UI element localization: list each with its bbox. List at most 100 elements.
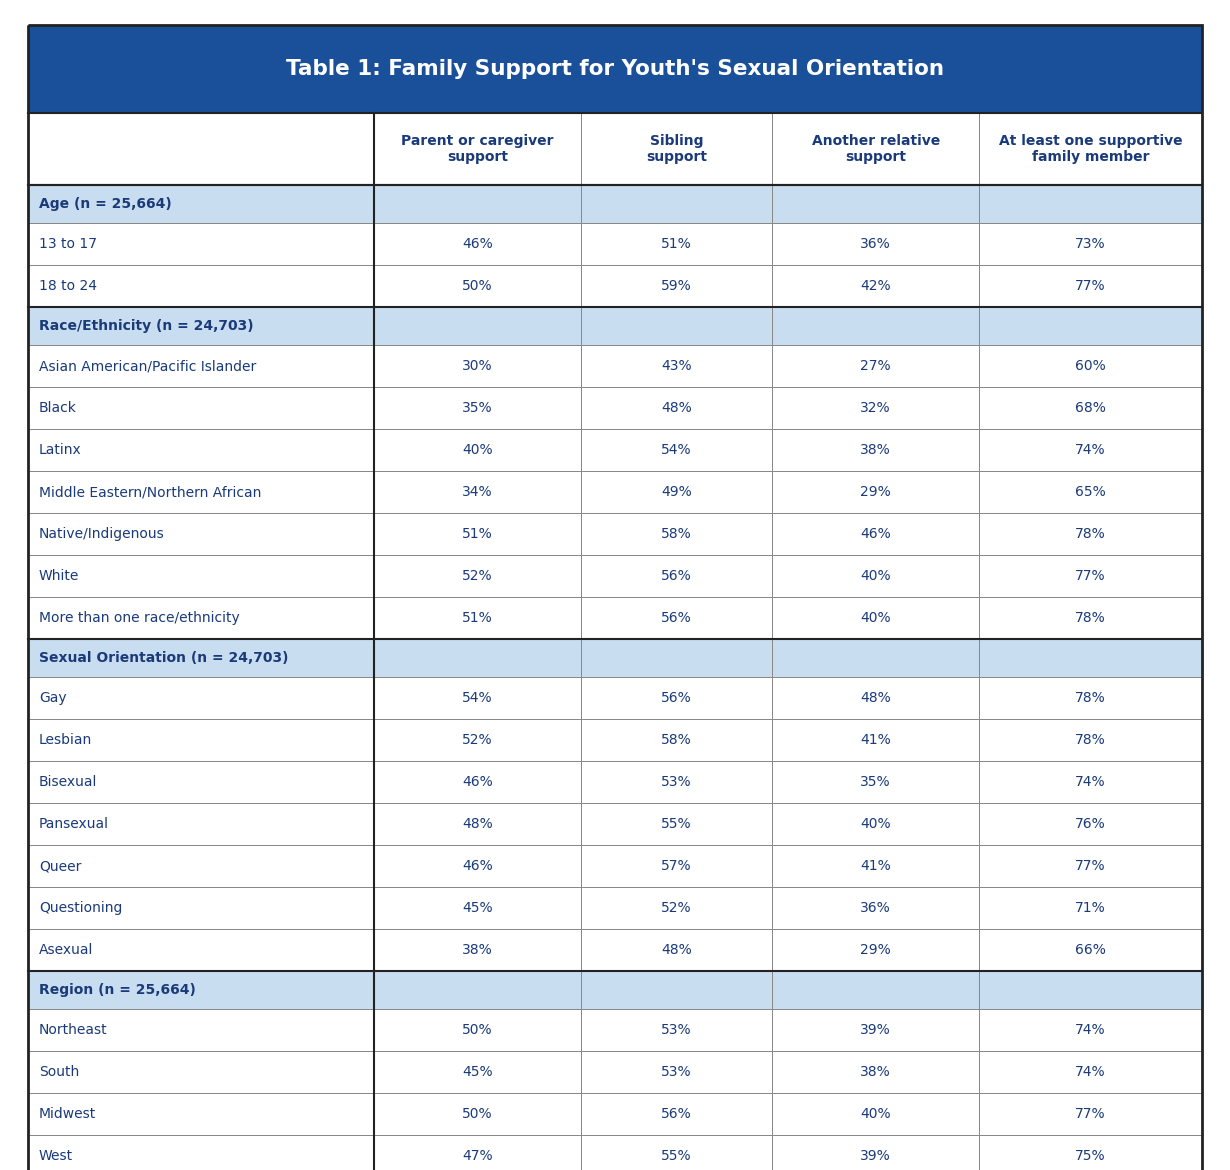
Text: 48%: 48% — [462, 817, 493, 831]
Text: 18 to 24: 18 to 24 — [39, 278, 97, 292]
Bar — [581, 345, 772, 387]
Text: 71%: 71% — [1075, 901, 1106, 915]
Bar — [374, 429, 581, 472]
Text: 39%: 39% — [860, 1149, 891, 1163]
Text: Parent or caregiver
support: Parent or caregiver support — [401, 133, 554, 164]
Text: Gay: Gay — [39, 691, 66, 706]
Text: West: West — [39, 1149, 73, 1163]
Bar — [374, 720, 581, 760]
Bar — [772, 185, 979, 223]
Text: 57%: 57% — [662, 859, 692, 873]
Text: 77%: 77% — [1075, 1107, 1106, 1121]
Text: 29%: 29% — [860, 486, 891, 498]
Text: 48%: 48% — [860, 691, 891, 706]
Bar — [979, 1009, 1202, 1051]
Text: 40%: 40% — [860, 569, 891, 583]
Text: 34%: 34% — [462, 486, 493, 498]
Bar — [772, 223, 979, 264]
Text: Age (n = 25,664): Age (n = 25,664) — [39, 197, 172, 211]
Bar — [581, 472, 772, 512]
Text: 38%: 38% — [462, 943, 493, 957]
Bar — [28, 345, 374, 387]
Text: 77%: 77% — [1075, 278, 1106, 292]
Text: 68%: 68% — [1075, 401, 1106, 415]
Bar — [979, 223, 1202, 264]
Bar — [979, 639, 1202, 677]
Bar — [772, 1093, 979, 1135]
Text: 77%: 77% — [1075, 569, 1106, 583]
Text: 32%: 32% — [860, 401, 891, 415]
Bar — [979, 971, 1202, 1009]
Text: 51%: 51% — [462, 526, 493, 541]
Text: Native/Indigenous: Native/Indigenous — [39, 526, 165, 541]
Text: 53%: 53% — [662, 1023, 692, 1037]
Text: 65%: 65% — [1075, 486, 1106, 498]
Text: 56%: 56% — [662, 611, 692, 625]
Text: 36%: 36% — [860, 238, 891, 252]
Bar — [772, 639, 979, 677]
Bar — [772, 429, 979, 472]
Text: 53%: 53% — [662, 1065, 692, 1079]
Text: 46%: 46% — [462, 775, 493, 789]
Text: 30%: 30% — [462, 359, 493, 373]
Text: Black: Black — [39, 401, 76, 415]
Bar — [772, 677, 979, 720]
Bar — [28, 113, 374, 185]
Bar — [979, 677, 1202, 720]
Bar — [581, 185, 772, 223]
Bar — [772, 387, 979, 429]
Text: More than one race/ethnicity: More than one race/ethnicity — [39, 611, 240, 625]
Text: 40%: 40% — [860, 611, 891, 625]
Text: 46%: 46% — [462, 859, 493, 873]
Text: 42%: 42% — [860, 278, 891, 292]
Text: 52%: 52% — [462, 732, 493, 746]
Bar — [374, 345, 581, 387]
Text: 52%: 52% — [662, 901, 692, 915]
Text: 75%: 75% — [1075, 1149, 1106, 1163]
Bar — [581, 387, 772, 429]
Text: 74%: 74% — [1075, 775, 1106, 789]
Text: 51%: 51% — [462, 611, 493, 625]
Text: 54%: 54% — [662, 443, 692, 457]
Text: 66%: 66% — [1075, 943, 1106, 957]
Bar — [581, 1009, 772, 1051]
Bar — [581, 845, 772, 887]
Bar — [772, 720, 979, 760]
Bar — [772, 113, 979, 185]
Bar — [979, 760, 1202, 803]
Bar — [374, 760, 581, 803]
Bar — [772, 597, 979, 639]
Text: 29%: 29% — [860, 943, 891, 957]
Text: 48%: 48% — [662, 401, 692, 415]
Bar — [374, 1009, 581, 1051]
Bar — [28, 185, 374, 223]
Bar — [374, 264, 581, 307]
Bar — [979, 345, 1202, 387]
Text: 59%: 59% — [662, 278, 692, 292]
Bar — [28, 472, 374, 512]
Bar — [979, 472, 1202, 512]
Text: 36%: 36% — [860, 901, 891, 915]
Text: Race/Ethnicity (n = 24,703): Race/Ethnicity (n = 24,703) — [39, 319, 253, 333]
Bar — [28, 555, 374, 597]
Bar — [28, 677, 374, 720]
Text: 51%: 51% — [662, 238, 692, 252]
Bar — [374, 639, 581, 677]
Bar — [28, 1135, 374, 1170]
Text: Pansexual: Pansexual — [39, 817, 109, 831]
Text: 78%: 78% — [1075, 611, 1106, 625]
Text: 50%: 50% — [462, 1107, 493, 1121]
Text: South: South — [39, 1065, 79, 1079]
Bar — [28, 1009, 374, 1051]
Bar — [979, 1051, 1202, 1093]
Text: Middle Eastern/Northern African: Middle Eastern/Northern African — [39, 486, 261, 498]
Bar — [979, 512, 1202, 555]
Text: 45%: 45% — [462, 1065, 493, 1079]
Bar — [28, 845, 374, 887]
Bar — [979, 887, 1202, 929]
Text: 48%: 48% — [662, 943, 692, 957]
Bar — [581, 512, 772, 555]
Text: Northeast: Northeast — [39, 1023, 108, 1037]
Text: 40%: 40% — [462, 443, 493, 457]
Text: 38%: 38% — [860, 443, 891, 457]
